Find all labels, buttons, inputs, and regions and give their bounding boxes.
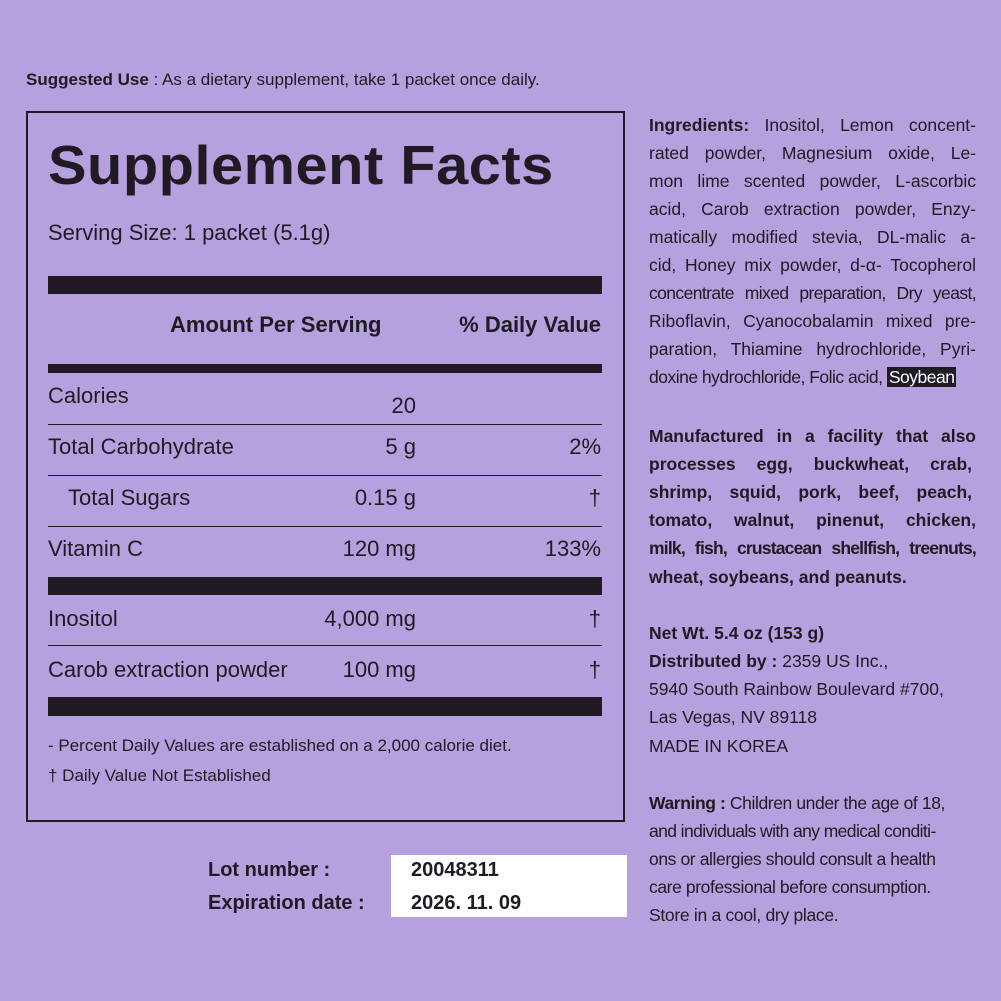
divider xyxy=(48,424,602,425)
divider xyxy=(48,645,602,646)
serving-size: Serving Size: 1 packet (5.1g) xyxy=(48,220,331,245)
suggested-use: Suggested Use : As a dietary supplement,… xyxy=(26,70,540,90)
row-name: Carob extraction powder xyxy=(48,657,288,682)
ingredients-line: rated powder, Magnesium oxide, Le- xyxy=(649,143,976,163)
ingredients-line: paration, Thiamine hydrochloride, Pyri- xyxy=(649,339,976,359)
footnote-dagger: † Daily Value Not Established xyxy=(48,766,271,785)
distributor-city: Las Vegas, NV 89118 xyxy=(649,707,817,727)
suggested-use-text: : As a dietary supplement, take 1 packet… xyxy=(148,70,540,89)
distributed-by-label: Distributed by : xyxy=(649,651,778,671)
divider-thick xyxy=(48,697,602,716)
row-dv: † xyxy=(588,485,601,510)
net-weight: Net Wt. 5.4 oz (153 g) xyxy=(649,623,825,643)
divider-thick xyxy=(48,276,602,294)
row-name: Vitamin C xyxy=(48,536,143,561)
allergen-line: wheat, soybeans, and peanuts. xyxy=(649,567,907,587)
row-name: Total Sugars xyxy=(68,485,191,510)
warning-line: and individuals with any medical conditi… xyxy=(649,821,936,841)
allergen-line: shrimp, squid, pork, beef, peach, xyxy=(649,482,972,502)
warning-line: care professional before consumption. xyxy=(649,877,931,897)
divider-thick xyxy=(48,577,602,595)
allergen-highlight: Soybean xyxy=(886,367,957,387)
distributor-address: 5940 South Rainbow Boulevard #700, xyxy=(649,679,944,699)
footnote-dv: - Percent Daily Values are established o… xyxy=(48,736,512,755)
warning-line: Children under the age of 18, xyxy=(725,793,946,813)
warning-line: Store in a cool, dry place. xyxy=(649,905,839,925)
row-amount: 100 mg xyxy=(342,657,416,682)
ingredients-label: Ingredients: xyxy=(649,115,750,135)
allergen-line: Manufactured in a facility that also xyxy=(649,426,976,446)
row-dv: 133% xyxy=(544,536,601,561)
row-amount: 20 xyxy=(391,393,416,418)
ingredients-line: cid, Honey mix powder, d-α- Tocopherol xyxy=(649,255,976,275)
row-amount: 0.15 g xyxy=(354,485,416,510)
lot-value: 20048311 xyxy=(411,859,499,881)
distributor-name: 2359 US Inc., xyxy=(777,651,889,671)
row-name: Total Carbohydrate xyxy=(48,434,234,459)
ingredients-line: mon lime scented powder, L-ascorbic xyxy=(649,171,976,191)
country-of-origin: MADE IN KOREA xyxy=(649,736,789,756)
ingredients-line: doxine hydrochloride, Folic acid, xyxy=(649,367,883,387)
expiration-label: Expiration date : xyxy=(208,892,365,914)
lot-label: Lot number : xyxy=(208,859,331,881)
allergen-line: milk, fish, crustacean shellfish, treenu… xyxy=(649,538,977,558)
expiration-value: 2026. 11. 09 xyxy=(411,892,522,914)
row-dv: 2% xyxy=(569,434,601,459)
row-name: Calories xyxy=(48,383,129,408)
ingredients-line: matically modified stevia, DL-malic a- xyxy=(649,227,976,247)
lot-stamp-box xyxy=(391,855,627,917)
facts-title: Supplement Facts xyxy=(48,134,554,196)
row-amount: 5 g xyxy=(385,434,416,459)
divider xyxy=(48,475,602,476)
allergen-line: processes egg, buckwheat, crab, xyxy=(649,454,972,474)
divider xyxy=(48,526,602,527)
warning-line: ons or allergies should consult a health xyxy=(649,849,936,869)
row-dv: † xyxy=(588,657,601,682)
header-dv: % Daily Value xyxy=(459,312,601,337)
suggested-use-label: Suggested Use xyxy=(26,70,149,89)
row-name: Inositol xyxy=(48,606,118,631)
ingredients-line: concentrate mixed preparation, Dry yeast… xyxy=(649,283,977,303)
ingredients-line: Riboflavin, Cyanocobalamin mixed pre- xyxy=(649,311,976,331)
allergen-line: tomato, walnut, pinenut, chicken, xyxy=(649,510,976,530)
ingredients-line: acid, Carob extraction powder, Enzy- xyxy=(649,199,976,219)
warning-label: Warning : xyxy=(649,793,726,813)
supplement-facts-panel xyxy=(26,111,625,822)
row-dv: † xyxy=(588,606,601,631)
header-amount: Amount Per Serving xyxy=(170,312,382,337)
ingredients-line: Inositol, Lemon concent- xyxy=(749,115,976,135)
divider-medium xyxy=(48,364,602,373)
row-amount: 120 mg xyxy=(342,536,416,561)
row-amount: 4,000 mg xyxy=(324,606,416,631)
